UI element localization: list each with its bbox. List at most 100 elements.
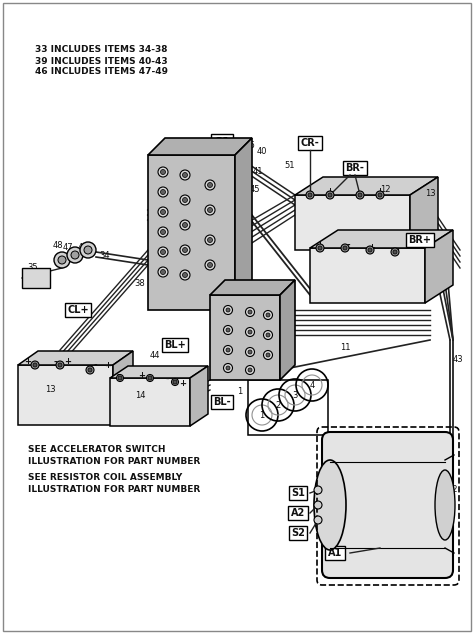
Circle shape [182, 172, 188, 178]
Circle shape [146, 375, 154, 382]
Circle shape [158, 187, 168, 197]
Text: 45: 45 [250, 186, 260, 195]
Text: 1: 1 [221, 363, 227, 373]
Circle shape [224, 325, 233, 335]
Circle shape [226, 366, 230, 370]
Text: +: + [104, 361, 111, 370]
Text: A2: A2 [291, 508, 305, 518]
Text: S1: S1 [214, 137, 230, 147]
Circle shape [161, 190, 165, 195]
Text: ILLUSTRATION FOR PART NUMBER: ILLUSTRATION FOR PART NUMBER [28, 458, 200, 467]
Text: SEE ACCELERATOR SWITCH: SEE ACCELERATOR SWITCH [28, 446, 165, 455]
Text: 44: 44 [150, 351, 160, 359]
Text: SEE RESISTOR COIL ASSEMBLY: SEE RESISTOR COIL ASSEMBLY [28, 474, 182, 482]
Circle shape [180, 220, 190, 230]
Text: 2: 2 [275, 401, 281, 410]
Ellipse shape [314, 460, 346, 550]
Text: 36: 36 [245, 141, 255, 150]
Circle shape [31, 361, 39, 369]
Circle shape [148, 376, 152, 380]
Polygon shape [113, 351, 133, 425]
Circle shape [246, 307, 255, 316]
Text: 40: 40 [257, 148, 267, 157]
Circle shape [180, 170, 190, 180]
Polygon shape [295, 195, 410, 250]
Polygon shape [18, 351, 133, 365]
Circle shape [172, 378, 179, 385]
Circle shape [391, 248, 399, 256]
Circle shape [376, 191, 384, 199]
Text: 49: 49 [78, 243, 88, 252]
Circle shape [224, 363, 233, 373]
Text: +: + [138, 370, 146, 380]
Text: 42: 42 [280, 306, 290, 314]
Circle shape [226, 328, 230, 332]
Circle shape [56, 361, 64, 369]
Text: 52: 52 [448, 486, 458, 495]
Text: -: - [358, 188, 362, 197]
Text: 38: 38 [135, 278, 146, 287]
Circle shape [173, 380, 177, 384]
Circle shape [205, 205, 215, 215]
Circle shape [182, 223, 188, 228]
Circle shape [266, 353, 270, 357]
Text: 4: 4 [310, 380, 315, 389]
Text: 1: 1 [259, 410, 264, 420]
Circle shape [341, 244, 349, 252]
Circle shape [356, 191, 364, 199]
Circle shape [161, 230, 165, 235]
Circle shape [316, 244, 324, 252]
Text: 37: 37 [200, 290, 210, 299]
Bar [22, 268, 50, 288]
Text: 3: 3 [292, 391, 298, 399]
Circle shape [180, 195, 190, 205]
Text: 51: 51 [285, 160, 295, 169]
Polygon shape [210, 280, 295, 295]
Text: 2: 2 [221, 346, 227, 354]
Text: 13: 13 [45, 385, 55, 394]
Text: 14: 14 [135, 391, 145, 399]
Polygon shape [410, 177, 438, 250]
Circle shape [306, 191, 314, 199]
Circle shape [208, 238, 212, 242]
Text: 1: 1 [237, 387, 243, 396]
Circle shape [248, 350, 252, 354]
Polygon shape [310, 248, 425, 303]
Circle shape [246, 347, 255, 356]
Text: -: - [93, 361, 97, 370]
Circle shape [118, 376, 122, 380]
FancyBboxPatch shape [322, 432, 453, 578]
Circle shape [314, 516, 322, 524]
Text: 3: 3 [221, 325, 227, 335]
Text: -: - [116, 370, 120, 380]
Polygon shape [210, 295, 280, 380]
Circle shape [246, 328, 255, 337]
Circle shape [33, 363, 37, 367]
Text: 11: 11 [340, 344, 350, 353]
Circle shape [264, 311, 273, 320]
Text: -: - [53, 358, 57, 366]
Text: +: + [327, 188, 334, 197]
Polygon shape [295, 177, 438, 195]
Text: 39 INCLUDES ITEMS 40-43: 39 INCLUDES ITEMS 40-43 [35, 56, 168, 65]
Circle shape [368, 248, 372, 252]
Text: ILLUSTRATION FOR PART NUMBER: ILLUSTRATION FOR PART NUMBER [28, 486, 200, 495]
Circle shape [326, 191, 334, 199]
Circle shape [54, 252, 70, 268]
Text: 33 INCLUDES ITEMS 34-38: 33 INCLUDES ITEMS 34-38 [35, 46, 167, 55]
Text: +: + [368, 242, 375, 252]
Circle shape [366, 246, 374, 254]
Polygon shape [148, 138, 252, 155]
Circle shape [117, 375, 124, 382]
Circle shape [182, 273, 188, 278]
Text: CR-: CR- [301, 138, 319, 148]
Polygon shape [190, 366, 208, 426]
Circle shape [161, 169, 165, 174]
Text: CL+: CL+ [67, 305, 89, 315]
Text: 48: 48 [53, 242, 64, 250]
Circle shape [224, 346, 233, 354]
Text: 34: 34 [100, 250, 110, 259]
Text: -: - [165, 375, 169, 384]
Text: 12: 12 [380, 186, 390, 195]
Circle shape [58, 256, 66, 264]
